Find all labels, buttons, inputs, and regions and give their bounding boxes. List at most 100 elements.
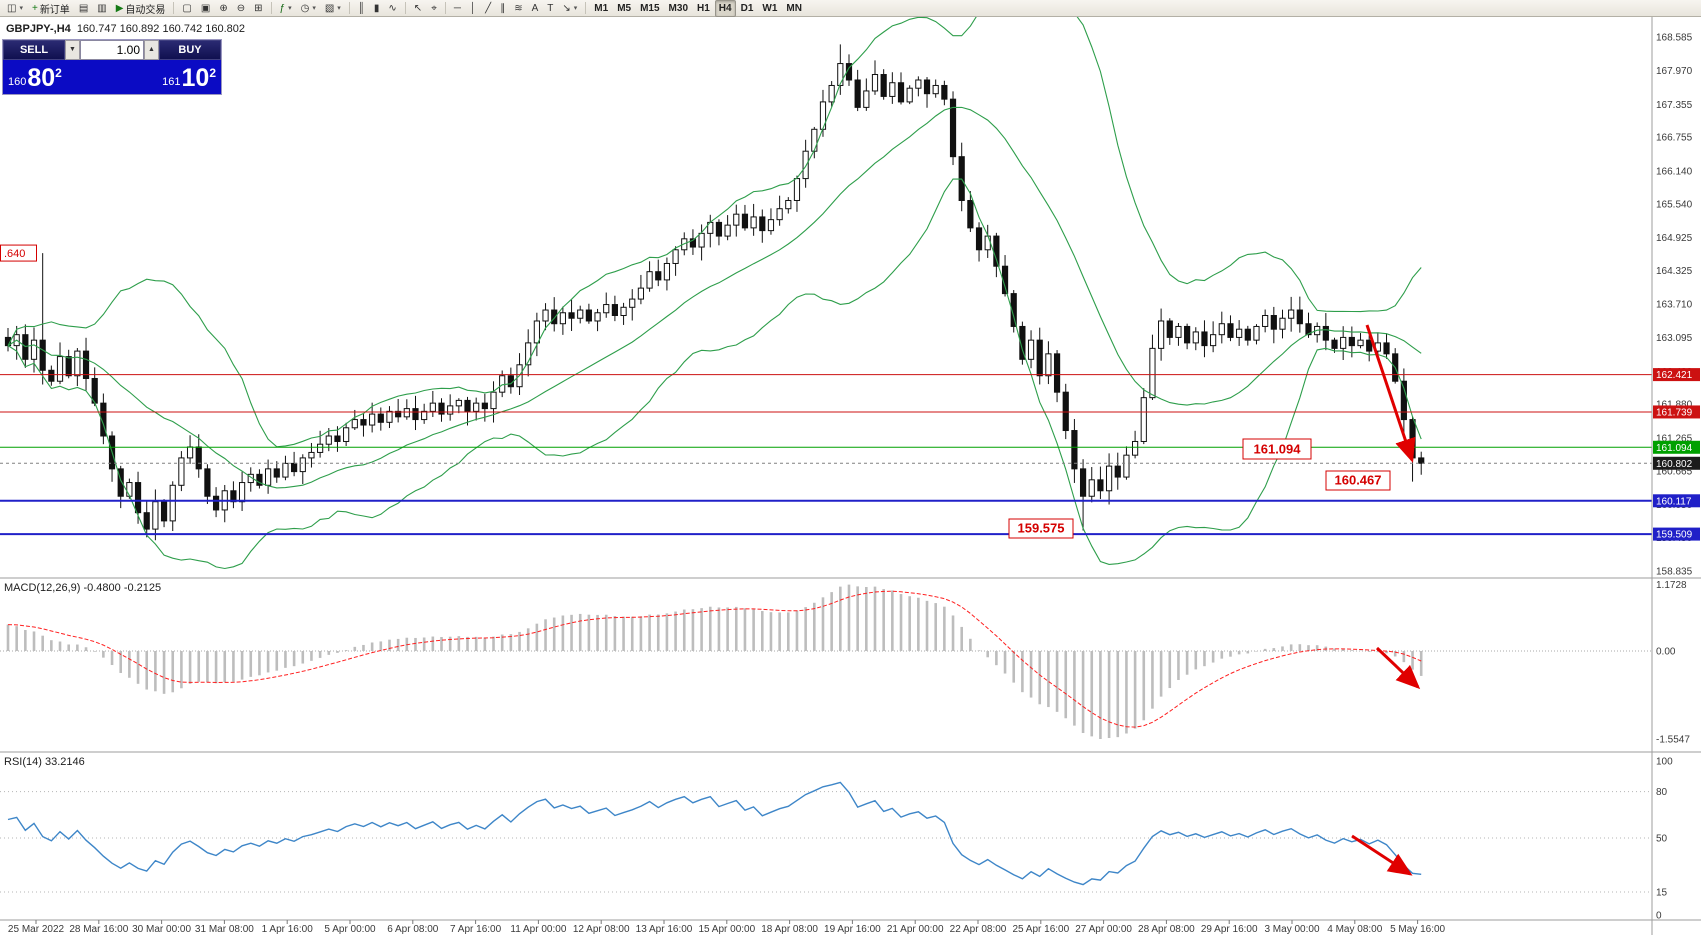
axes-group: 168.585 167.970 167.355 166.755 166.140 165.5…	[0, 17, 1701, 935]
periods-button[interactable]: ◷ ▾	[297, 0, 320, 17]
timeframe-mn[interactable]: MN	[782, 0, 806, 17]
ohlc-values: 160.747 160.892 160.742 160.802	[76, 23, 246, 35]
timeframe-w1-label: W1	[762, 2, 778, 14]
grid-button[interactable]: ⊞	[250, 0, 266, 17]
zoom-out-button[interactable]: ⊖	[233, 0, 249, 17]
sell-price[interactable]: 160 80 2	[3, 60, 112, 94]
channel-button[interactable]: ∥	[496, 0, 509, 17]
dropdown-arrow-icon: ▾	[573, 5, 578, 12]
autotrading-button[interactable]: ▶ 自动交易	[112, 0, 170, 17]
dropdown-arrow-icon: ▾	[19, 5, 23, 12]
timeframe-m30[interactable]: M30	[665, 0, 692, 17]
bar-chart-button[interactable]: ║	[354, 0, 369, 17]
volume-down-button[interactable]: ▼	[65, 40, 80, 60]
timeframe-h4-label: H4	[718, 2, 732, 14]
price-level-lines[interactable]	[0, 374, 1652, 536]
cursor-button[interactable]: ↖	[410, 0, 426, 17]
new-order-button-label: 新订单	[39, 4, 70, 16]
horizontal-line-button[interactable]: ─	[450, 0, 465, 17]
order-row: SELL ▼ ▲ BUY	[3, 40, 221, 60]
dropdown-arrow-icon: ▾	[312, 5, 316, 12]
toolbar-separator	[270, 2, 272, 14]
zoom-out-button-icon: ⊖	[236, 2, 246, 14]
buy-price[interactable]: 161 10 2	[112, 60, 221, 94]
svg-text:27 Apr 00:00: 27 Apr 00:00	[1075, 924, 1132, 935]
timeframe-h4[interactable]: H4	[714, 0, 736, 17]
svg-text:13 Apr 16:00: 13 Apr 16:00	[636, 924, 693, 935]
horizontal-line-button-icon: ─	[453, 2, 461, 14]
svg-text:1 Apr 16:00: 1 Apr 16:00	[262, 924, 314, 935]
buy-button[interactable]: BUY	[159, 40, 221, 60]
svg-text:167.970: 167.970	[1656, 66, 1693, 77]
candlestick-chart-button[interactable]: ▮	[370, 0, 384, 17]
new-order-button[interactable]: + 新订单	[28, 0, 74, 17]
cascade-windows-button[interactable]: ▣	[197, 0, 214, 17]
tile-windows-button-icon: ▢	[182, 2, 192, 14]
buy-price-sup: 2	[209, 66, 216, 80]
autotrading-button-icon: ▶	[115, 2, 124, 14]
timeframe-m1[interactable]: M1	[590, 0, 612, 17]
svg-text:158.835: 158.835	[1656, 567, 1693, 578]
timeframe-m5[interactable]: M5	[613, 0, 635, 17]
svg-text:160.802: 160.802	[1656, 459, 1693, 470]
templates-button[interactable]: ▧ ▾	[321, 0, 345, 17]
trendline-button-icon: ╱	[485, 2, 492, 14]
svg-text:0: 0	[1656, 911, 1662, 922]
svg-text:28 Apr 08:00: 28 Apr 08:00	[1138, 924, 1195, 935]
price-chart[interactable]: 168.585 167.970 167.355 166.755 166.140 165.5…	[0, 17, 1701, 935]
trendline-button[interactable]: ╱	[481, 0, 495, 17]
svg-text:15 Apr 00:00: 15 Apr 00:00	[698, 924, 755, 935]
svg-text:11 Apr 00:00: 11 Apr 00:00	[510, 924, 566, 935]
new-order-button-icon: +	[31, 2, 38, 14]
symbol-period-label: GBPJPY-,H4	[6, 23, 71, 35]
svg-text:159.575: 159.575	[1018, 521, 1065, 536]
buy-price-big: 10	[181, 64, 210, 92]
timeframe-h1[interactable]: H1	[693, 0, 714, 17]
text-label-button[interactable]: T	[543, 0, 557, 17]
svg-text:160.117: 160.117	[1656, 496, 1692, 507]
market-watch-button[interactable]: ▥	[93, 0, 110, 17]
cascade-windows-button-icon: ▣	[200, 2, 211, 14]
volume-up-button[interactable]: ▲	[144, 40, 159, 60]
timeframe-m5-label: M5	[617, 2, 632, 14]
tile-windows-button[interactable]: ▢	[178, 0, 195, 17]
line-chart-button[interactable]: ∿	[384, 0, 400, 17]
svg-text:21 Apr 00:00: 21 Apr 00:00	[887, 924, 944, 935]
zoom-in-button-icon: ⊕	[219, 2, 228, 14]
svg-text:31 Mar 08:00: 31 Mar 08:00	[195, 924, 254, 935]
toolbar-separator	[404, 2, 406, 14]
zoom-in-button[interactable]: ⊕	[215, 0, 231, 17]
dropdown-arrow-icon: ▾	[337, 5, 341, 12]
volume-input[interactable]	[80, 40, 144, 60]
indicators-button[interactable]: ƒ ▾	[276, 0, 296, 17]
svg-text:163.710: 163.710	[1656, 300, 1693, 311]
sell-price-sup: 2	[55, 66, 62, 80]
main-chart-group	[4, 17, 1425, 570]
sell-button[interactable]: SELL	[3, 40, 65, 60]
chart-profiles-button[interactable]: ▤	[75, 0, 92, 17]
vertical-line-button-icon: │	[469, 2, 477, 14]
timeframe-d1-label: D1	[740, 2, 754, 14]
rsi-indicator-title: RSI(14) 33.2146	[4, 756, 85, 768]
vertical-line-button[interactable]: │	[466, 0, 480, 17]
annotations-group[interactable]: 161.094 160.467 159.575 .640	[0, 244, 1421, 876]
timeframe-m30-label: M30	[668, 2, 688, 14]
fibonacci-button-icon: ≋	[514, 2, 523, 14]
svg-text:25 Mar 2022: 25 Mar 2022	[8, 924, 65, 935]
timeframe-m15[interactable]: M15	[636, 0, 663, 17]
charts-list-button[interactable]: ◫ ▾	[3, 0, 27, 17]
timeframe-w1[interactable]: W1	[758, 0, 781, 17]
text-button[interactable]: A	[528, 0, 543, 17]
arrows-button[interactable]: ↘ ▾	[558, 0, 581, 17]
svg-text:161.265: 161.265	[1656, 433, 1693, 444]
svg-text:15: 15	[1656, 888, 1668, 899]
svg-text:165.540: 165.540	[1656, 199, 1693, 210]
macd-indicator-title: MACD(12,26,9) -0.4800 -0.2125	[4, 582, 162, 594]
text-button-icon: A	[531, 2, 539, 14]
svg-text:22 Apr 08:00: 22 Apr 08:00	[950, 924, 1007, 935]
rsi-panel-group	[0, 781, 1652, 893]
crosshair-button[interactable]: ⌖	[427, 0, 441, 17]
fibonacci-button[interactable]: ≋	[510, 0, 526, 17]
timeframe-d1[interactable]: D1	[737, 0, 758, 17]
svg-text:.640: .640	[4, 248, 25, 260]
